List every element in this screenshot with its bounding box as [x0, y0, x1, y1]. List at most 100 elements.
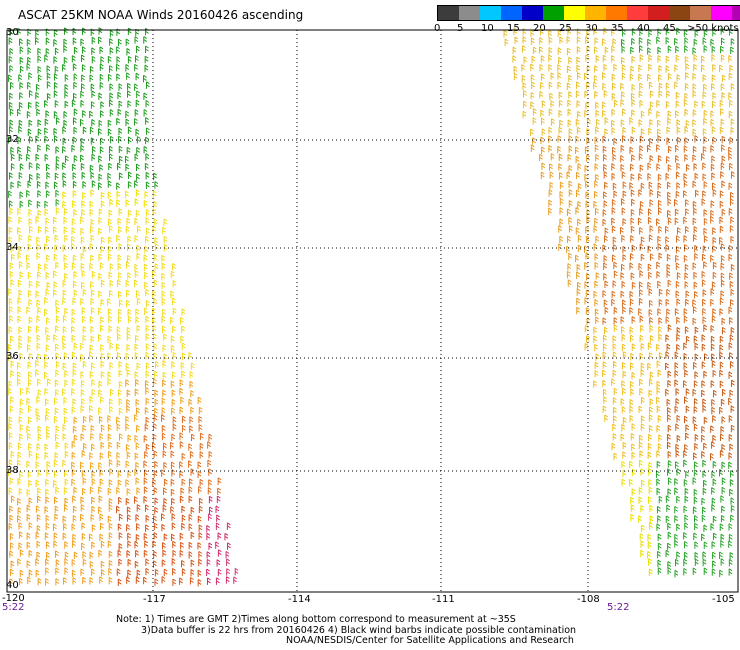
wind-barb: [649, 522, 653, 530]
wind-barb: [126, 389, 131, 397]
wind-barb: [622, 245, 627, 254]
wind-barb: [72, 163, 76, 172]
wind-barb: [90, 281, 94, 289]
wind-barb: [126, 506, 131, 514]
wind-barb: [36, 443, 41, 451]
wind-barb: [639, 145, 644, 153]
wind-barb: [568, 200, 573, 208]
wind-barb: [208, 506, 213, 515]
wind-barb: [37, 128, 42, 136]
wind-barb: [152, 208, 157, 216]
wind-barb: [692, 109, 697, 117]
wind-barb: [63, 111, 68, 119]
wind-barb: [117, 523, 122, 531]
wind-barb: [145, 443, 150, 452]
wind-barb: [27, 361, 32, 369]
wind-barb: [108, 271, 113, 280]
wind-barb: [117, 262, 122, 271]
wind-barb: [63, 577, 67, 585]
wind-barb: [685, 470, 689, 479]
wind-barb: [82, 477, 87, 485]
wind-barb: [73, 46, 78, 55]
wind-barb: [522, 82, 527, 90]
wind-barb: [613, 452, 618, 461]
wind-barb: [62, 279, 67, 288]
wind-barb: [667, 407, 671, 415]
wind-barb: [692, 119, 697, 127]
wind-barb: [125, 279, 130, 288]
wind-barb: [649, 253, 654, 261]
wind-barb: [27, 271, 32, 280]
wind-barb: [629, 290, 634, 299]
wind-barb: [134, 36, 139, 44]
wind-barb: [36, 236, 41, 244]
wind-barb: [143, 460, 148, 468]
wind-barb: [135, 55, 139, 63]
wind-barb: [81, 74, 85, 82]
wind-barb: [55, 352, 60, 360]
wind-barb: [603, 299, 608, 307]
wind-barb: [657, 243, 662, 251]
lat-label-34: 34: [6, 242, 19, 253]
legend-swatch: [606, 6, 627, 20]
wind-barb: [674, 405, 679, 414]
wind-barb: [656, 396, 660, 405]
wind-barb: [172, 351, 177, 360]
wind-barb: [647, 47, 651, 55]
wind-barb: [127, 532, 131, 541]
wind-barb: [539, 46, 543, 54]
wind-barb: [720, 27, 725, 35]
wind-barb: [64, 551, 69, 560]
wind-barb: [28, 550, 33, 558]
wind-barb: [80, 354, 84, 362]
wind-barb: [37, 469, 42, 477]
wind-barb: [100, 236, 105, 245]
wind-barb: [568, 189, 573, 197]
wind-barb: [676, 298, 681, 306]
wind-barb: [126, 146, 131, 155]
wind-barb: [71, 326, 75, 334]
wind-barb: [46, 334, 51, 342]
wind-barb: [703, 524, 708, 532]
wind-barb: [198, 424, 203, 432]
wind-barb: [18, 416, 23, 424]
wind-barb: [621, 72, 626, 80]
wind-barb: [109, 99, 113, 107]
wind-barb: [657, 155, 662, 163]
wind-barb: [26, 541, 31, 550]
wind-barb: [631, 316, 636, 324]
wind-barb: [17, 108, 21, 117]
wind-barb: [638, 515, 642, 523]
wind-barb: [730, 299, 734, 307]
wind-barb: [656, 506, 661, 514]
wind-barb: [37, 487, 41, 496]
wind-barb: [127, 209, 132, 218]
wind-barb: [190, 406, 195, 415]
wind-barb: [91, 379, 96, 387]
wind-barb: [107, 335, 112, 344]
wind-barb: [683, 558, 688, 567]
note-line-1: Note: 1) Times are GMT 2)Times along bot…: [116, 614, 516, 625]
wind-barb: [98, 36, 102, 44]
wind-barb: [640, 369, 645, 377]
wind-barb: [100, 245, 105, 254]
wind-barb: [10, 370, 15, 378]
wind-barb: [144, 504, 149, 512]
wind-barb: [711, 541, 716, 549]
wind-barb: [719, 469, 723, 477]
wind-barb: [594, 370, 599, 378]
wind-barb: [692, 47, 697, 55]
wind-barb: [728, 540, 732, 548]
wind-barb: [701, 451, 705, 459]
wind-barb: [163, 442, 167, 450]
wind-barb: [63, 407, 68, 416]
wind-barb: [684, 108, 689, 117]
wind-barb: [629, 381, 634, 389]
wind-barb: [26, 110, 31, 119]
wind-barb: [630, 217, 635, 225]
wind-barb: [125, 64, 130, 72]
wind-barb: [82, 442, 87, 451]
wind-barb: [64, 307, 69, 316]
wind-barb: [170, 270, 175, 279]
wind-barb: [594, 90, 598, 99]
